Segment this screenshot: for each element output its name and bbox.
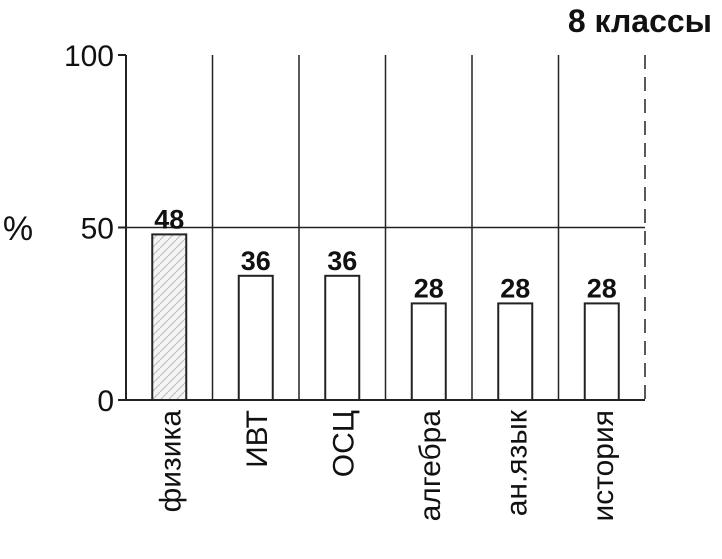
- data-label: 28: [414, 273, 444, 303]
- y-tick-label: 100: [64, 40, 114, 73]
- data-label: 48: [154, 204, 184, 234]
- x-tick-label: алгебра: [414, 410, 447, 522]
- x-tick-label: физика: [154, 410, 187, 513]
- bar: [237, 274, 274, 401]
- chart-title: 8 классы: [568, 3, 712, 39]
- bar: [324, 274, 361, 401]
- data-label: 28: [500, 273, 530, 303]
- data-label: 36: [241, 246, 271, 276]
- data-label: 28: [587, 273, 617, 303]
- x-tick-label: ИВТ: [241, 410, 274, 468]
- bar: [410, 302, 447, 401]
- bar: [583, 302, 620, 401]
- bar: [497, 302, 534, 401]
- y-tick-label: 50: [81, 213, 114, 246]
- data-label: 36: [327, 246, 357, 276]
- x-tick-label: история: [587, 410, 620, 522]
- x-tick-label: ан.язык: [500, 409, 533, 516]
- x-tick-label: ОСЦ: [327, 410, 360, 477]
- y-axis-label: %: [3, 210, 33, 248]
- bar: [151, 233, 188, 401]
- y-tick-label: 0: [97, 385, 114, 418]
